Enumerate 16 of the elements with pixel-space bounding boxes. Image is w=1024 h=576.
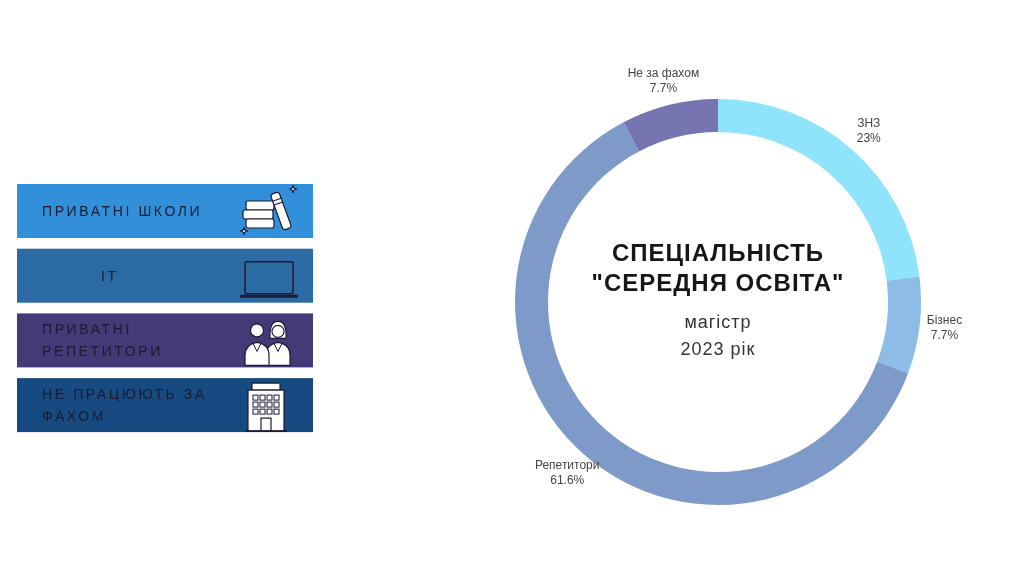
data-label: 23% <box>856 130 882 145</box>
slice-label: ЗНЗ <box>857 115 881 130</box>
text: магістр 2023 рік <box>680 312 756 359</box>
data-label: 61.6% <box>550 473 585 488</box>
category-label: НЕ ПРАЦЮЮТЬ ЗА ФАХОМ <box>42 386 207 425</box>
category-label: IT <box>101 267 119 284</box>
data-label: 7.7% <box>930 328 959 343</box>
donut-slice <box>623 99 718 152</box>
category-label: ПРИВАТНІ ШКОЛИ <box>42 203 203 219</box>
text: СПЕЦІАЛЬНІСТЬ "СЕРЕДНЯ ОСВІТА" <box>591 239 845 296</box>
donut-slice <box>877 276 921 374</box>
slice-label: Не за фахом <box>627 65 700 80</box>
slice-label: Репетитори <box>534 458 600 473</box>
data-label: 7.7% <box>649 80 678 95</box>
slice-label: Бізнес <box>926 313 963 328</box>
category-label: ПРИВАТНІ РЕПЕТИТОРИ <box>42 321 163 360</box>
